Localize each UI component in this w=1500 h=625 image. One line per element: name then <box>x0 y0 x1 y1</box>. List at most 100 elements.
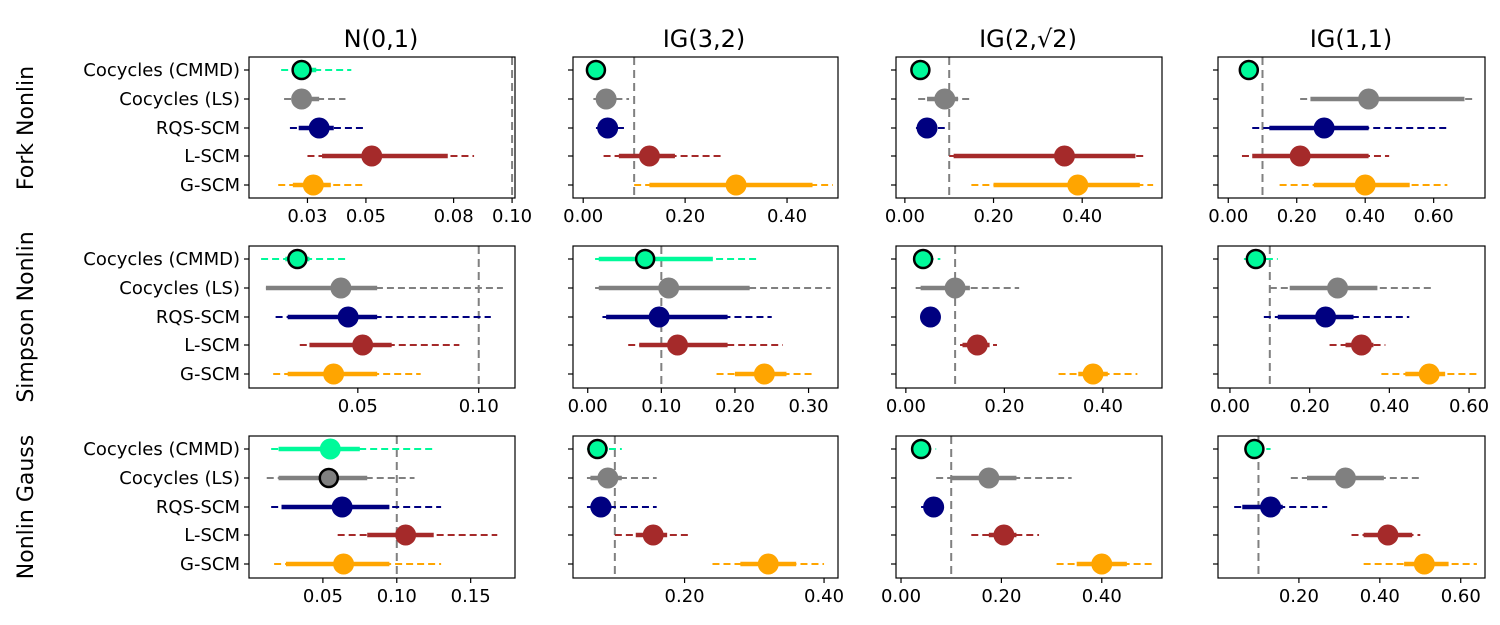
median-point <box>291 88 313 110</box>
x-tick-label: 0.03 <box>287 206 327 227</box>
median-point <box>1091 553 1113 575</box>
y-tick-label: L-SCM <box>184 525 240 546</box>
median-point <box>352 334 374 356</box>
x-tick-label: 0.00 <box>886 396 926 417</box>
median-point <box>361 145 383 167</box>
x-tick-label: 0.40 <box>1082 586 1122 607</box>
column-titles: N(0,1) IG(3,2) IG(2,√2) IG(1,1) <box>344 25 1393 53</box>
row-title-2: Simpson Nonlin <box>14 231 39 402</box>
x-tick-label: 0.15 <box>451 586 491 607</box>
median-point <box>1354 174 1376 196</box>
panel-r1-c4: 0.00 0.20 0.40 0.60 <box>1208 56 1486 227</box>
x-tick-label: 0.20 <box>1277 206 1317 227</box>
x-tick-label: 0.00 <box>885 206 925 227</box>
median-point <box>923 496 945 518</box>
x-tick-label: 0.08 <box>434 206 474 227</box>
x-tick-label: 0.00 <box>568 396 608 417</box>
median-point <box>1418 363 1440 385</box>
median-point <box>912 248 934 270</box>
column-title-1: N(0,1) <box>344 25 419 53</box>
median-point <box>337 306 359 328</box>
median-point <box>753 363 775 385</box>
x-tick-label: 0.40 <box>767 206 807 227</box>
median-point <box>333 553 355 575</box>
x-tick-label: 0.40 <box>1369 396 1409 417</box>
median-point <box>1260 496 1282 518</box>
median-point <box>966 334 988 356</box>
median-point <box>597 117 619 139</box>
x-tick-label: 0.60 <box>1449 396 1489 417</box>
median-point <box>331 496 353 518</box>
x-tick-label: 0.05 <box>338 396 378 417</box>
panel-r2-c1: Cocycles (CMMD) Cocycles (LS) RQS-SCM L-SCM… <box>83 245 516 417</box>
median-point <box>308 117 330 139</box>
panel-r2-c3: 0.00 0.20 0.40 <box>886 245 1163 417</box>
x-tick-label: 0.20 <box>981 586 1021 607</box>
x-tick-label: 0.60 <box>1441 586 1481 607</box>
row-titles: Fork Nonlin Simpson Nonlin Nonlin Gauss <box>14 66 39 579</box>
x-tick-label: 0.10 <box>459 396 499 417</box>
median-point <box>919 306 941 328</box>
median-point <box>725 174 747 196</box>
panel-r1-c1: Cocycles (CMMD) Cocycles (LS) RQS-SCM L-SCM… <box>83 56 532 227</box>
median-point <box>1377 524 1399 546</box>
panel-r3-c2: 0.20 0.40 <box>568 435 844 607</box>
median-point <box>1238 59 1260 81</box>
panels: Cocycles (CMMD) Cocycles (LS) RQS-SCM L-SCM… <box>83 56 1489 607</box>
y-tick-label: Cocycles (LS) <box>119 278 240 299</box>
median-point <box>395 524 417 546</box>
x-tick-label: 0.40 <box>1360 586 1400 607</box>
x-tick-label: 0.20 <box>665 586 705 607</box>
panel-r3-c3: 0.00 0.20 0.40 <box>881 435 1163 607</box>
y-tick-label: RQS-SCM <box>156 118 240 139</box>
median-point <box>757 553 779 575</box>
x-tick-label: 0.20 <box>665 206 705 227</box>
x-tick-label: 0.60 <box>1414 206 1454 227</box>
median-point <box>1358 88 1380 110</box>
panel-r3-c4: 0.20 0.40 0.60 <box>1213 435 1486 607</box>
column-title-3: IG(2,√2) <box>979 25 1077 53</box>
x-tick-label: 0.20 <box>715 396 755 417</box>
median-point <box>323 363 345 385</box>
x-tick-label: 0.30 <box>789 396 829 417</box>
x-tick-label: 0.20 <box>1279 586 1319 607</box>
median-point <box>1413 553 1435 575</box>
x-tick-label: 0.00 <box>1208 206 1248 227</box>
median-point <box>1067 174 1089 196</box>
median-point <box>648 306 670 328</box>
y-tick-label: G-SCM <box>180 554 240 575</box>
median-point <box>1315 306 1337 328</box>
y-tick-label: Cocycles (CMMD) <box>83 439 240 460</box>
x-tick-label: 0.40 <box>1083 396 1123 417</box>
x-tick-label: 0.20 <box>1290 396 1330 417</box>
median-point <box>1327 277 1349 299</box>
median-point <box>638 145 660 167</box>
x-tick-label: 0.10 <box>492 206 532 227</box>
row-title-1: Fork Nonlin <box>14 66 39 190</box>
panel-r3-c1: Cocycles (CMMD) Cocycles (LS) RQS-SCM L-SCM… <box>83 435 516 607</box>
median-point <box>667 334 689 356</box>
median-point <box>934 88 956 110</box>
median-point <box>1313 117 1335 139</box>
median-point <box>658 277 680 299</box>
row-title-3: Nonlin Gauss <box>14 435 39 579</box>
median-point <box>597 467 619 489</box>
y-tick-label: Cocycles (CMMD) <box>83 249 240 270</box>
median-point <box>978 467 1000 489</box>
x-tick-label: 0.10 <box>641 396 681 417</box>
y-tick-label: G-SCM <box>180 175 240 196</box>
x-tick-label: 0.10 <box>377 586 417 607</box>
median-point <box>1244 438 1265 460</box>
median-point <box>1289 145 1311 167</box>
median-point <box>642 524 664 546</box>
median-point <box>319 438 341 460</box>
y-tick-label: Cocycles (CMMD) <box>83 60 240 81</box>
median-point <box>1245 248 1267 270</box>
panel-r2-c4: 0.00 0.20 0.40 0.60 <box>1210 245 1489 417</box>
axes-frame <box>248 56 516 199</box>
x-tick-label: 0.40 <box>804 586 844 607</box>
y-tick-label: G-SCM <box>180 364 240 385</box>
panel-r1-c3: 0.00 0.20 0.40 <box>885 56 1163 227</box>
median-point <box>993 524 1015 546</box>
